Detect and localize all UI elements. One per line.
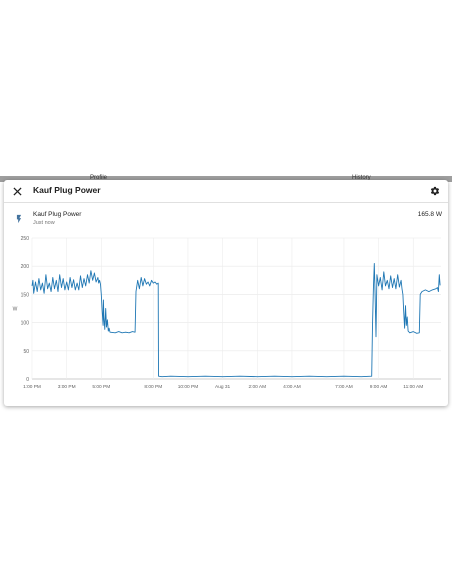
y-tick-label: 0 xyxy=(26,377,29,383)
x-tick-label: 7:00 AM xyxy=(335,384,353,390)
dialog-title: Kauf Plug Power xyxy=(33,185,101,195)
x-tick-label: 9:00 AM xyxy=(370,384,388,390)
series-line xyxy=(31,262,441,378)
y-tick-label: 200 xyxy=(21,264,30,270)
x-tick-label: 5:00 PM xyxy=(92,384,110,390)
entity-state: 165.8 W xyxy=(417,211,442,218)
x-tick-label: Aug 31 xyxy=(215,384,231,390)
y-tick-label: 50 xyxy=(23,349,29,355)
gear-icon xyxy=(430,186,440,196)
close-button[interactable] xyxy=(10,184,24,198)
x-tick-label: 3:00 PM xyxy=(58,384,76,390)
settings-button[interactable] xyxy=(428,184,442,198)
x-tick-label: 2:00 AM xyxy=(248,384,266,390)
last-changed: Just now xyxy=(33,220,55,226)
header-divider xyxy=(4,202,448,203)
y-tick-label: 250 xyxy=(21,236,30,242)
x-tick-label: 10:00 PM xyxy=(178,384,199,390)
x-tick-label: 11:00 AM xyxy=(403,384,423,390)
entity-name: Kauf Plug Power xyxy=(33,211,82,218)
backdrop-strip xyxy=(0,176,452,182)
x-tick-label: 4:00 AM xyxy=(283,384,301,390)
backdrop-left-text: Profile xyxy=(90,175,108,181)
x-tick-label: 1:00 PM xyxy=(23,384,41,390)
x-tick-label: 8:00 PM xyxy=(144,384,162,390)
y-axis-label: W xyxy=(13,307,18,313)
history-chart[interactable]: 0 50 100 150 200 250 1:00 PM 3:00 PM 5:00 PM 8:00… xyxy=(4,228,448,400)
y-tick-label: 150 xyxy=(21,292,30,298)
backdrop-right-text: History xyxy=(352,175,371,181)
close-icon xyxy=(12,186,22,196)
flash-icon xyxy=(16,214,22,224)
more-info-dialog: Kauf Plug Power Kauf Plug Power Just now… xyxy=(4,180,448,406)
y-tick-label: 100 xyxy=(21,321,30,327)
